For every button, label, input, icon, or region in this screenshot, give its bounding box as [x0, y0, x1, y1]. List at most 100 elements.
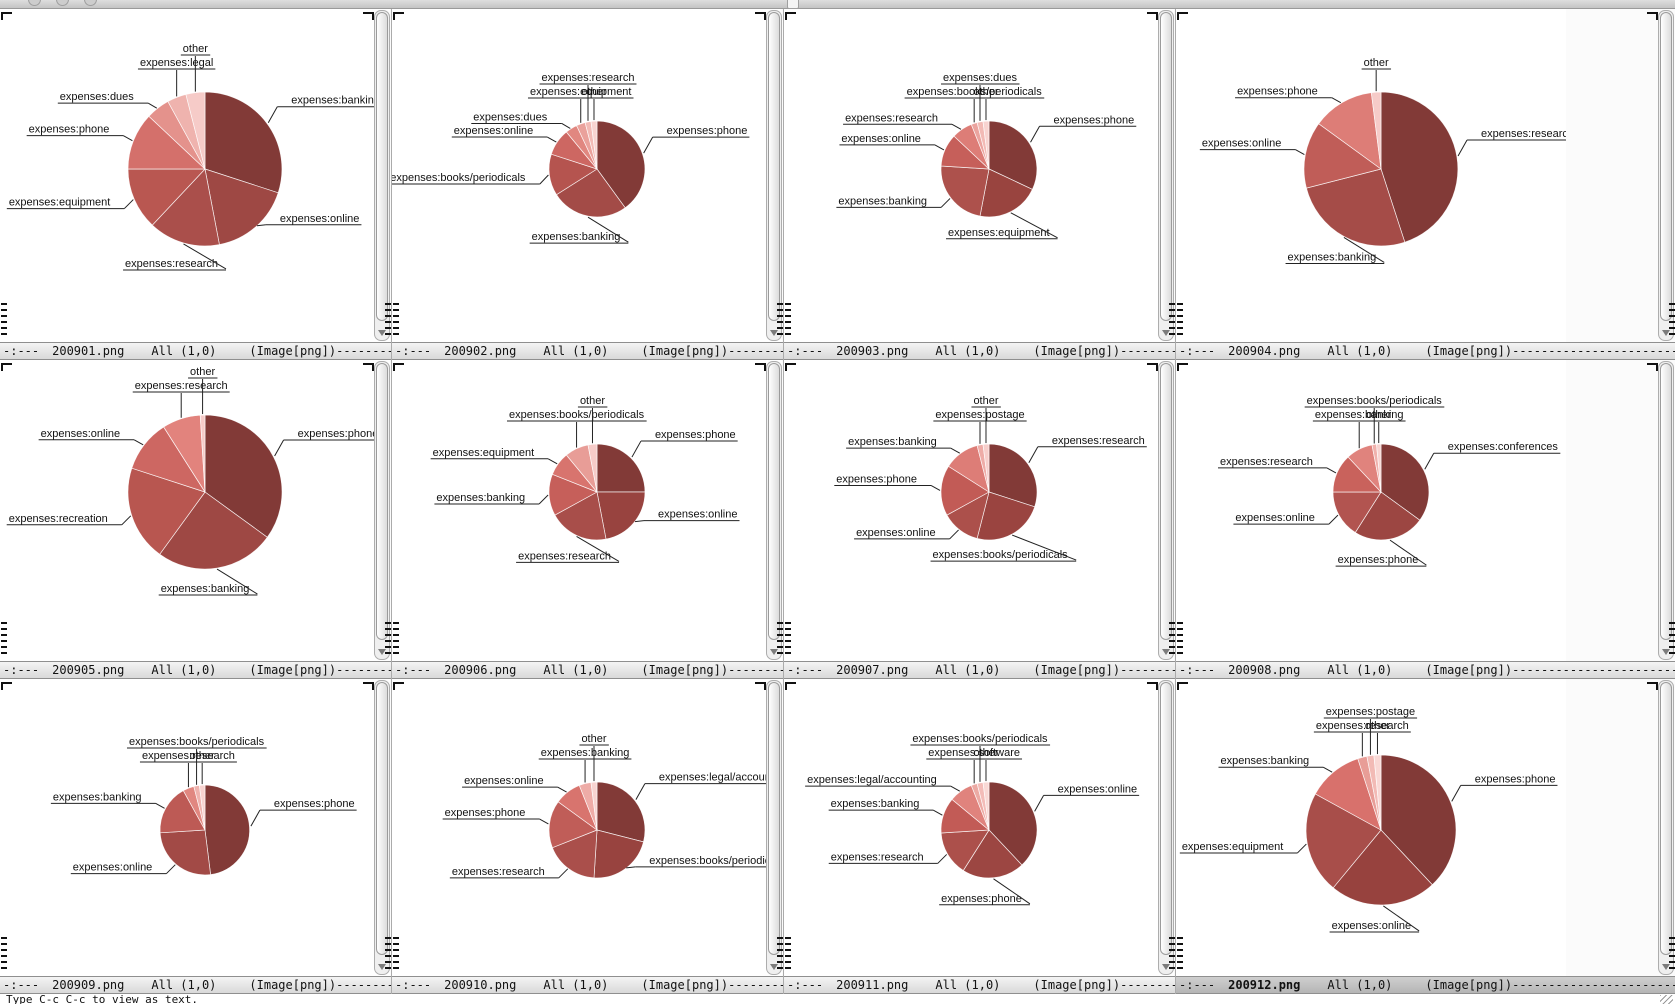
- scroll-down-icon[interactable]: [1162, 964, 1170, 970]
- image-view: expenses:online expenses:phone expenses:re…: [784, 679, 1175, 976]
- scrollbar-thumb[interactable]: [1160, 12, 1172, 321]
- scrollbar-thumb[interactable]: [1160, 682, 1172, 955]
- label-leader-line: [993, 878, 1031, 905]
- fringe-truncation-icon: [393, 303, 399, 338]
- pie-chart: expenses:phone expenses:banking expenses:b…: [392, 72, 750, 244]
- scrollbar-thumb[interactable]: [768, 363, 780, 640]
- fringe-truncation-icon: [785, 622, 791, 657]
- modeline-major-mode: (Image[png]): [1425, 663, 1513, 677]
- modeline-prefix: -:---: [395, 663, 432, 677]
- scrollbar-thumb[interactable]: [1660, 682, 1672, 955]
- scrollbar[interactable]: [766, 361, 782, 660]
- image-window-200906.png[interactable]: expenses:phone expenses:online expenses:re…: [392, 360, 784, 679]
- image-box: expenses:online expenses:phone expenses:re…: [784, 679, 1174, 976]
- slice-label: expenses:online: [41, 428, 121, 440]
- image-view: expenses:research expenses:books/periodic…: [784, 360, 1175, 661]
- pie-slice: [159, 491, 268, 570]
- slice-label: expenses:research: [125, 258, 218, 270]
- scrollbar[interactable]: [1658, 10, 1674, 341]
- scrollbar[interactable]: [766, 10, 782, 341]
- scrollbar[interactable]: [766, 680, 782, 975]
- scrollbar-thumb[interactable]: [1660, 363, 1672, 640]
- scroll-down-icon[interactable]: [770, 330, 778, 336]
- scroll-down-icon[interactable]: [1662, 964, 1670, 970]
- image-window-200910.png[interactable]: expenses:legal/accounting expenses:books/…: [392, 679, 784, 994]
- minibuffer[interactable]: Type C-c C-c to view as text.: [0, 994, 1675, 1004]
- label-leader-line: [1331, 97, 1342, 104]
- scroll-down-icon[interactable]: [378, 330, 386, 336]
- slice-label: expenses:books/periodicals: [912, 733, 1048, 745]
- scrollbar[interactable]: [1658, 361, 1674, 660]
- scrollbar[interactable]: [1158, 361, 1174, 660]
- minimize-button[interactable]: [56, 0, 69, 6]
- image-box: expenses:phone expenses:banking expenses:r…: [0, 360, 390, 661]
- image-window-200909.png[interactable]: expenses:phone expenses:online expenses:ba…: [0, 679, 392, 994]
- pie-chart: expenses:research expenses:books/periodic…: [834, 395, 1147, 562]
- slice-label: expenses:online: [856, 527, 936, 539]
- image-window-200904.png[interactable]: expenses:research expenses:banking expense…: [1176, 9, 1675, 360]
- scrollbar-thumb[interactable]: [376, 363, 388, 640]
- modeline-filename: 200905.png: [52, 663, 125, 677]
- scroll-down-icon[interactable]: [1662, 649, 1670, 655]
- slice-label: expenses:recreation: [9, 513, 108, 525]
- slice-label: expenses:research: [1220, 456, 1313, 468]
- zoom-button[interactable]: [84, 0, 97, 6]
- scrollbar[interactable]: [374, 361, 390, 660]
- pie-slice: [127, 168, 206, 226]
- scroll-down-icon[interactable]: [378, 964, 386, 970]
- scrollbar-thumb[interactable]: [1660, 12, 1672, 321]
- modeline-major-mode: (Image[png]): [641, 344, 729, 358]
- modeline: -:--- 200903.png All (1,0) (Image[png]) ----…: [784, 342, 1175, 360]
- image-window-200912.png[interactable]: expenses:phone expenses:online expenses:eq…: [1176, 679, 1675, 994]
- modeline-filename: 200909.png: [52, 978, 125, 992]
- slice-label: expenses:online: [1202, 138, 1282, 150]
- scroll-down-icon[interactable]: [770, 964, 778, 970]
- modeline-prefix: -:---: [787, 663, 824, 677]
- image-window-200902.png[interactable]: expenses:phone expenses:banking expenses:b…: [392, 9, 784, 360]
- scrollbar-thumb[interactable]: [1160, 363, 1172, 640]
- modeline-filename: 200903.png: [836, 344, 909, 358]
- scrollbar-thumb[interactable]: [768, 12, 780, 321]
- image-box: expenses:research expenses:banking expense…: [1176, 9, 1566, 342]
- scrollbar[interactable]: [374, 10, 390, 341]
- label-leader-line: [561, 123, 571, 129]
- pie-slice: [593, 829, 644, 879]
- scrollbar[interactable]: [1658, 680, 1674, 975]
- fringe-truncation-icon: [1177, 622, 1183, 657]
- modeline: -:--- 200901.png All (1,0) (Image[png]) ----…: [0, 342, 391, 360]
- modeline-major-mode: (Image[png]): [1425, 344, 1513, 358]
- image-window-200901.png[interactable]: expenses:banking expenses:online expenses:…: [0, 9, 392, 360]
- scrollbar[interactable]: [1158, 10, 1174, 341]
- slice-label: expenses:books/periodicals: [933, 549, 1069, 561]
- scroll-down-icon[interactable]: [1662, 330, 1670, 336]
- fringe-corner-icon: [785, 12, 796, 20]
- image-window-200908.png[interactable]: expenses:conferences expenses:phone expens…: [1176, 360, 1675, 679]
- close-button[interactable]: [28, 0, 41, 6]
- scroll-down-icon[interactable]: [1162, 330, 1170, 336]
- resize-grip-icon[interactable]: [1660, 995, 1673, 1004]
- scrollbar-thumb[interactable]: [376, 682, 388, 955]
- image-window-200907.png[interactable]: expenses:research expenses:books/periodic…: [784, 360, 1176, 679]
- scroll-down-icon[interactable]: [770, 649, 778, 655]
- scrollbar[interactable]: [1158, 680, 1174, 975]
- scrollbar-thumb[interactable]: [768, 682, 780, 955]
- scroll-down-icon[interactable]: [1162, 649, 1170, 655]
- image-window-200911.png[interactable]: expenses:online expenses:phone expenses:re…: [784, 679, 1176, 994]
- scrollbar[interactable]: [374, 680, 390, 975]
- label-leader-line: [634, 520, 645, 523]
- image-view: expenses:legal/accounting expenses:books/…: [392, 679, 783, 976]
- image-window-200903.png[interactable]: expenses:phone expenses:equipment expenses…: [784, 9, 1176, 360]
- modeline-position: All (1,0): [151, 344, 217, 358]
- image-window-200905.png[interactable]: expenses:phone expenses:banking expenses:r…: [0, 360, 392, 679]
- modeline-major-mode: (Image[png]): [1033, 344, 1121, 358]
- pie-slice: [590, 781, 598, 831]
- label-leader-line: [538, 494, 549, 505]
- label-leader-line: [950, 447, 961, 454]
- scrollbar-thumb[interactable]: [376, 12, 388, 321]
- pie-slice: [988, 443, 1038, 508]
- modeline-dashes: ----------------------------------------…: [1512, 663, 1675, 677]
- modeline: -:--- 200912.png All (1,0) (Image[png]) ----…: [1176, 976, 1675, 994]
- modeline-major-mode: (Image[png]): [249, 344, 337, 358]
- scroll-down-icon[interactable]: [378, 649, 386, 655]
